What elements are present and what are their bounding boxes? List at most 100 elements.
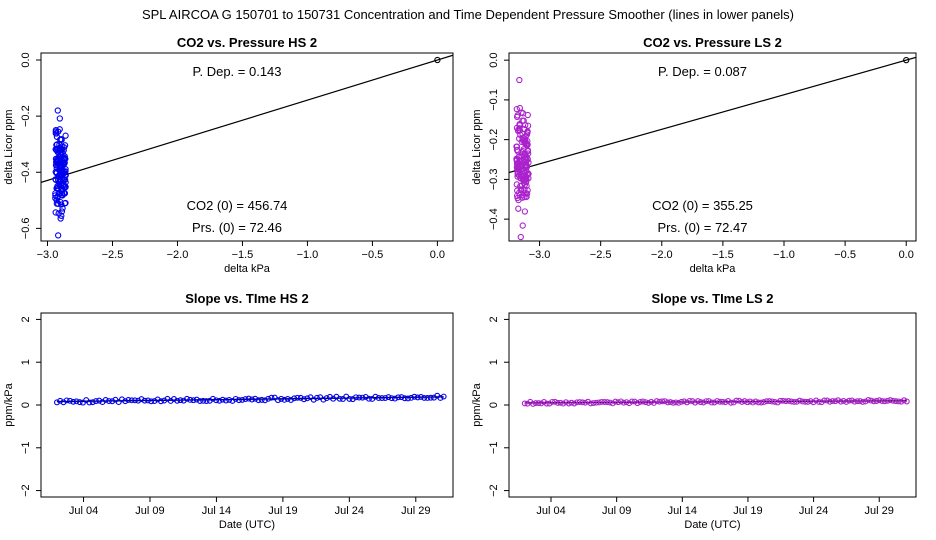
data-point: [252, 395, 259, 402]
data-layer: [41, 54, 453, 239]
data-point: [242, 396, 249, 403]
data-point: [703, 398, 710, 405]
y-axis-label: ppm/kPa: [3, 382, 15, 426]
data-point: [522, 138, 529, 145]
data-point: [799, 398, 806, 405]
data-point: [857, 398, 864, 405]
x-tick-label: Jul 14: [668, 505, 697, 517]
data-point: [359, 394, 366, 401]
data-point: [876, 397, 883, 404]
y-tick-label: −1: [20, 442, 32, 455]
data-point: [395, 394, 402, 401]
data-point: [514, 112, 521, 119]
data-point: [516, 76, 523, 84]
data-point: [440, 393, 447, 400]
data-point: [55, 190, 63, 197]
y-tick-label: 1: [488, 359, 500, 365]
x-tick-label: −3.0: [529, 249, 551, 261]
data-point: [868, 397, 875, 404]
data-point: [408, 394, 415, 401]
data-point: [437, 395, 444, 401]
pressure-dependence-label: P. Dep. = 0.143: [192, 64, 281, 79]
data-point: [557, 399, 564, 406]
data-point: [854, 398, 861, 405]
data-point: [278, 395, 285, 402]
data-point: [672, 399, 679, 406]
data-point: [255, 397, 262, 404]
data-point: [722, 399, 729, 406]
data-point: [382, 395, 389, 401]
data-point: [760, 399, 767, 406]
data-point: [535, 400, 542, 407]
data-point: [576, 399, 583, 405]
data-point: [604, 399, 611, 406]
data-point: [66, 397, 73, 404]
data-point: [851, 398, 858, 405]
data-point: [522, 157, 530, 164]
data-point: [515, 159, 522, 166]
chart-title: Slope vs. TIme HS 2: [185, 291, 309, 306]
data-point: [719, 398, 726, 405]
y-axis-label: delta Licor ppm: [3, 109, 15, 184]
data-point: [879, 398, 886, 404]
data-point: [747, 398, 754, 405]
data-point: [565, 400, 572, 407]
data-point: [414, 394, 421, 401]
data-point: [664, 399, 671, 406]
data-point: [519, 117, 526, 124]
data-point: [517, 233, 524, 241]
data-point: [686, 397, 693, 404]
y-tick-label: −0.3: [488, 169, 500, 191]
y-tick-label: −0.4: [20, 161, 32, 183]
y-tick-label: 2: [488, 316, 500, 322]
data-point: [96, 397, 103, 404]
data-point: [404, 395, 411, 402]
data-point: [219, 396, 226, 403]
data-point: [313, 394, 320, 401]
data-point: [524, 187, 531, 194]
data-point: [297, 394, 304, 401]
chart-title: CO2 vs. Pressure LS 2: [643, 35, 782, 50]
data-point: [222, 397, 229, 404]
x-tick-label: −1.0: [773, 249, 795, 261]
data-point: [375, 395, 382, 401]
data-point: [274, 397, 281, 404]
data-point: [513, 181, 520, 188]
data-point: [552, 398, 558, 405]
data-point: [245, 395, 252, 402]
data-point: [63, 397, 70, 404]
data-point: [697, 399, 704, 406]
chart-hs-pressure: CO2 vs. Pressure HS 2 −3.0 −2.5 −2.0 −1.5 −1.…: [3, 35, 454, 275]
panels: CO2 vs. Pressure HS 2 −3.0 −2.5 −2.0 −1.5 −1.…: [3, 35, 917, 531]
data-point: [571, 400, 578, 407]
y-tick-label: −2: [20, 484, 32, 497]
data-point: [138, 396, 145, 403]
data-point: [714, 398, 721, 404]
data-point: [54, 107, 61, 114]
x-tick-label: 0.0: [430, 249, 445, 261]
data-point: [62, 168, 69, 175]
data-point: [727, 399, 734, 406]
y-tick-label: 2: [20, 316, 32, 322]
data-point: [521, 208, 529, 215]
data-point: [796, 397, 803, 404]
data-point: [187, 396, 194, 403]
data-point: [388, 395, 395, 402]
data-point: [601, 399, 608, 405]
y-tick-label: −0.6: [20, 218, 32, 240]
data-point: [607, 399, 613, 406]
x-tick-label: −3.0: [37, 249, 59, 261]
data-point: [780, 397, 787, 404]
data-point: [593, 399, 600, 406]
data-point: [523, 162, 531, 170]
data-point: [744, 399, 751, 406]
data-point: [177, 397, 184, 404]
data-point: [881, 398, 888, 405]
data-point: [590, 400, 597, 406]
pressure-zero-label: Prs. (0) = 72.46: [192, 220, 282, 235]
x-tick-label: Jul 29: [401, 505, 430, 517]
data-point: [62, 199, 69, 207]
y-tick-label: 0.0: [20, 52, 32, 67]
data-point: [109, 398, 116, 405]
data-point: [131, 397, 138, 404]
